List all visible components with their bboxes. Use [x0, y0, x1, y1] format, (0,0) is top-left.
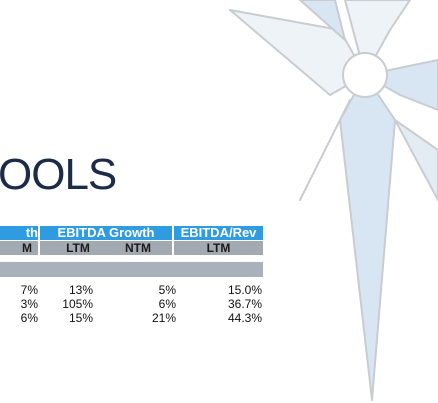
table-group-header: EBITDA Growth	[40, 226, 172, 240]
table-sub-header: LTM	[174, 241, 263, 255]
table-cell: 13%	[33, 283, 93, 297]
page-title: OOLS	[0, 150, 116, 200]
compass-graphic	[0, 0, 438, 403]
table-cell: 105%	[33, 297, 93, 311]
section-band	[0, 262, 263, 277]
table-sub-header-group: LTM NTM	[40, 241, 172, 255]
sub-header-text: M	[22, 241, 38, 255]
table-group-header: th	[0, 226, 38, 240]
sub-header-text: NTM	[118, 241, 158, 255]
table-cell: 21%	[116, 311, 176, 325]
table-cell: 15%	[33, 311, 93, 325]
table-cell: 15.0%	[202, 283, 262, 297]
table-cell: 5%	[116, 283, 176, 297]
table-cell: 36.7%	[202, 297, 262, 311]
table-sub-header: M	[0, 241, 38, 255]
sub-header-text: LTM	[58, 241, 98, 255]
slide: OOLS th EBITDA Growth EBITDA/Rev M LTM N…	[0, 0, 438, 403]
table-cell: 6%	[116, 297, 176, 311]
table-group-header: EBITDA/Rev	[174, 226, 263, 240]
table-cell: 44.3%	[202, 311, 262, 325]
